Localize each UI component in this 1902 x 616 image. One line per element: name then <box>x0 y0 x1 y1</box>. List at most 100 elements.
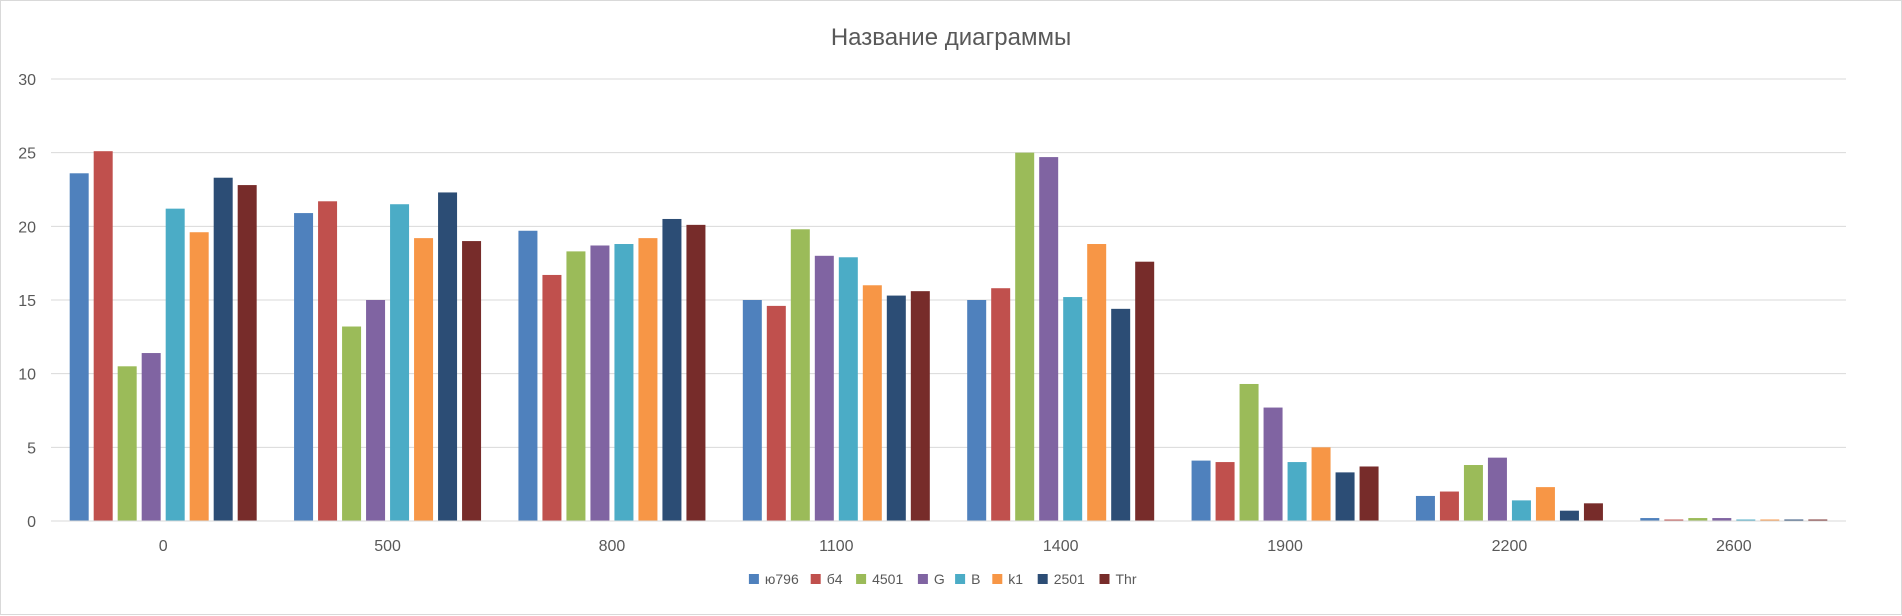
bar-2501-500 <box>438 192 458 522</box>
bar-б4-1100 <box>766 305 786 521</box>
x-tick-label: 1400 <box>1043 538 1079 555</box>
bar-B-1100 <box>838 257 858 521</box>
bar-G-2600 <box>1712 518 1732 521</box>
bar-Thr-800 <box>686 224 706 522</box>
legend-swatch-б4 <box>810 574 821 584</box>
bar-б4-500 <box>318 201 338 521</box>
bar-2501-2600 <box>1784 519 1804 521</box>
legend-label-2501: 2501 <box>1054 571 1085 587</box>
legend-swatch-4501 <box>856 574 867 584</box>
bar-б4-0 <box>93 151 113 521</box>
bar-k1-500 <box>414 238 434 521</box>
legend-label-B: B <box>971 571 980 587</box>
legend-swatch-G <box>917 574 928 584</box>
legend-swatch-Thr <box>1099 574 1110 584</box>
bar-G-1400 <box>1039 157 1059 521</box>
bar-ю796-1900 <box>1191 460 1211 521</box>
y-tick-label: 20 <box>18 219 36 236</box>
bar-k1-1100 <box>862 285 882 521</box>
y-tick-label: 10 <box>18 367 36 384</box>
bar-k1-1400 <box>1087 244 1107 521</box>
bar-G-2200 <box>1487 457 1507 521</box>
x-axis-ticks: 0 500 800 1100 1400 1900 2200 2600 <box>159 538 1752 555</box>
legend-label-ю796: ю796 <box>765 571 799 587</box>
bar-B-2600 <box>1736 519 1756 521</box>
bar-G-1100 <box>814 255 834 522</box>
bar-б4-2200 <box>1439 491 1459 521</box>
bar-б4-1400 <box>991 288 1011 521</box>
bar-4501-500 <box>342 326 362 521</box>
bar-2501-0 <box>213 177 233 522</box>
bar-G-800 <box>590 245 610 521</box>
bar-k1-0 <box>189 232 209 521</box>
legend-label-б4: б4 <box>827 571 843 587</box>
x-tick-label: 1900 <box>1267 538 1303 555</box>
bar-B-500 <box>390 204 410 521</box>
legend-label-Thr: Thr <box>1116 571 1137 587</box>
bar-G-1900 <box>1263 407 1283 521</box>
bar-2501-800 <box>662 218 682 521</box>
x-tick-label: 1100 <box>819 538 854 555</box>
bar-Thr-1100 <box>910 291 930 521</box>
x-tick-label: 0 <box>159 538 168 555</box>
x-tick-label: 2200 <box>1492 538 1528 555</box>
bar-G-0 <box>141 353 161 521</box>
legend-swatch-B <box>955 574 966 584</box>
bar-B-0 <box>165 208 185 522</box>
bar-ю796-500 <box>294 213 314 521</box>
bar-б4-800 <box>542 274 562 521</box>
bar-2501-2200 <box>1559 510 1579 521</box>
bar-Thr-1400 <box>1135 261 1155 521</box>
y-tick-label: 30 <box>18 72 36 89</box>
bar-ю796-0 <box>69 173 89 521</box>
bar-ю796-1100 <box>742 300 762 521</box>
bar-B-1400 <box>1063 297 1083 521</box>
bar-б4-1900 <box>1215 462 1235 521</box>
y-tick-label: 25 <box>18 146 36 163</box>
bar-б4-2600 <box>1664 519 1684 521</box>
bar-Thr-2200 <box>1583 503 1603 521</box>
legend-label-k1: k1 <box>1008 571 1023 587</box>
bar-k1-1900 <box>1311 447 1331 521</box>
legend-swatch-ю796 <box>748 574 759 584</box>
legend-swatch-k1 <box>992 574 1003 584</box>
bar-4501-800 <box>566 251 586 521</box>
bar-4501-0 <box>117 366 137 521</box>
bar-2501-1100 <box>886 295 906 521</box>
bar-B-1900 <box>1287 462 1307 521</box>
chart-title: Название диаграммы <box>831 24 1071 51</box>
y-tick-label: 0 <box>27 514 36 531</box>
bar-k1-2600 <box>1760 519 1780 521</box>
y-tick-label: 5 <box>27 440 36 457</box>
x-tick-label: 2600 <box>1716 538 1752 555</box>
bar-4501-2200 <box>1463 465 1483 521</box>
legend-label-4501: 4501 <box>872 571 903 587</box>
bar-Thr-1900 <box>1359 466 1379 521</box>
bar-Thr-2600 <box>1808 519 1828 521</box>
legend-label-G: G <box>934 571 945 587</box>
bar-4501-1100 <box>790 229 810 521</box>
bar-ю796-1400 <box>967 300 987 521</box>
x-tick-label: 800 <box>599 538 626 555</box>
bar-4501-1900 <box>1239 383 1259 521</box>
bar-ю796-2600 <box>1640 518 1660 521</box>
y-tick-label: 15 <box>18 293 36 310</box>
bar-Thr-500 <box>462 241 482 522</box>
bar-B-800 <box>614 244 634 521</box>
bar-ю796-800 <box>518 230 538 521</box>
bar-ю796-2200 <box>1415 495 1435 521</box>
bar-4501-2600 <box>1688 518 1708 521</box>
legend-swatch-2501 <box>1037 574 1048 584</box>
bar-2501-1900 <box>1335 472 1355 521</box>
bar-k1-2200 <box>1535 487 1555 521</box>
bar-4501-1400 <box>1015 152 1035 521</box>
bar-B-2200 <box>1511 500 1531 521</box>
bar-k1-800 <box>638 238 658 521</box>
bar-2501-1400 <box>1111 308 1131 521</box>
bar-G-500 <box>366 300 386 521</box>
y-axis-ticks: 0 5 10 15 20 25 30 <box>18 72 36 531</box>
bar-Thr-0 <box>237 185 257 521</box>
